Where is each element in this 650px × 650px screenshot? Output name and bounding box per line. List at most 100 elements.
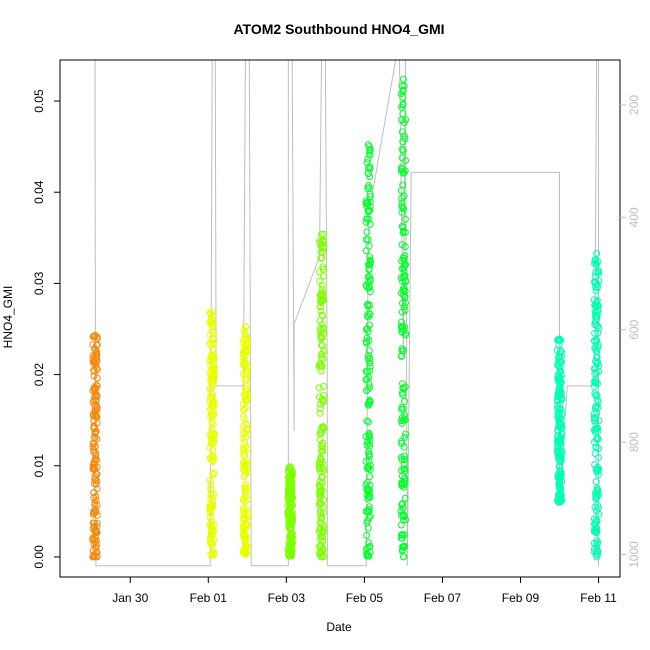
data-point: [288, 533, 296, 541]
data-point: [285, 489, 293, 497]
y-tick-label: 0.04: [32, 180, 46, 204]
y-tick-label: 0.05: [32, 89, 46, 113]
data-point: [317, 341, 325, 349]
data-point: [315, 461, 323, 468]
data-point: [315, 384, 323, 392]
data-point: [288, 472, 296, 479]
data-point: [592, 516, 600, 524]
data-point: [362, 367, 370, 375]
data-point: [242, 370, 250, 378]
data-point: [208, 419, 216, 426]
data-point: [365, 514, 373, 522]
data-point: [316, 542, 324, 550]
data-point: [92, 475, 100, 483]
data-point: [592, 278, 599, 286]
data-point: [398, 318, 405, 326]
data-point: [317, 299, 325, 307]
data-point: [557, 453, 565, 461]
data-point: [366, 359, 374, 367]
data-point: [365, 347, 373, 355]
data-point: [319, 443, 327, 451]
data-point: [209, 453, 217, 461]
data-point: [590, 539, 598, 547]
data-point: [365, 373, 373, 381]
data-point: [366, 220, 374, 228]
x-tick-label: Jan 30: [112, 591, 148, 605]
data-point: [365, 265, 373, 273]
x-tick-label: Feb 09: [502, 591, 540, 605]
data-point: [92, 493, 100, 500]
data-point: [209, 456, 217, 464]
data-point: [398, 405, 406, 413]
data-point: [318, 334, 326, 342]
data-point: [400, 415, 408, 423]
data-point: [317, 486, 325, 494]
data-point: [210, 430, 218, 438]
data-point: [592, 392, 600, 399]
data-point: [240, 473, 248, 481]
data-point: [398, 501, 406, 509]
data-point: [398, 389, 406, 397]
data-point: [401, 135, 409, 143]
data-point: [400, 267, 408, 275]
data-point: [206, 507, 214, 515]
data-point: [242, 480, 250, 488]
data-point: [317, 249, 325, 257]
data-point: [91, 443, 99, 451]
data-point: [591, 425, 599, 433]
data-point: [366, 452, 373, 460]
data-point: [93, 391, 101, 399]
data-point: [366, 272, 373, 280]
data-point: [208, 402, 216, 409]
data-point: [209, 470, 217, 478]
data-point: [592, 369, 600, 376]
data-point: [591, 321, 599, 329]
data-point: [593, 545, 601, 553]
data-point: [209, 354, 217, 361]
data-point: [206, 477, 214, 484]
data-point: [89, 341, 97, 348]
data-point: [208, 327, 216, 335]
data-point: [402, 116, 410, 124]
data-point: [319, 528, 327, 536]
data-point: [366, 473, 374, 481]
data-point: [398, 345, 406, 353]
data-point: [239, 496, 247, 504]
data-point: [91, 401, 99, 409]
data-point: [402, 430, 409, 438]
data-point: [398, 145, 406, 153]
data-point: [241, 352, 249, 360]
data-point: [239, 504, 247, 512]
data-point: [401, 433, 409, 441]
data-point: [556, 335, 563, 343]
data-point: [242, 484, 250, 492]
data-point: [400, 479, 408, 487]
data-point: [287, 514, 295, 522]
data-point: [592, 336, 600, 344]
data-point: [398, 82, 406, 90]
data-point: [241, 359, 249, 367]
data-point: [316, 491, 324, 499]
data-point: [288, 551, 296, 559]
x-tick-label: Feb 01: [190, 591, 228, 605]
data-point: [316, 409, 324, 417]
data-point: [242, 532, 250, 540]
y-tick-label: 0.00: [32, 545, 46, 569]
data-point: [558, 410, 566, 418]
y-axis-label: HNO4_GMI: [1, 286, 15, 349]
data-point: [207, 522, 215, 529]
data-point: [595, 277, 603, 285]
data-point: [593, 353, 601, 361]
data-point: [594, 329, 602, 337]
data-point: [242, 541, 250, 549]
data-point: [239, 350, 247, 358]
data-point: [242, 460, 250, 468]
data-point: [399, 553, 407, 561]
data-point: [318, 553, 325, 561]
data-point: [592, 311, 600, 319]
data-point: [209, 323, 216, 331]
series-1: [89, 331, 101, 561]
right-tick-label: 400: [627, 207, 641, 227]
data-point: [93, 519, 101, 527]
data-point: [287, 538, 295, 546]
